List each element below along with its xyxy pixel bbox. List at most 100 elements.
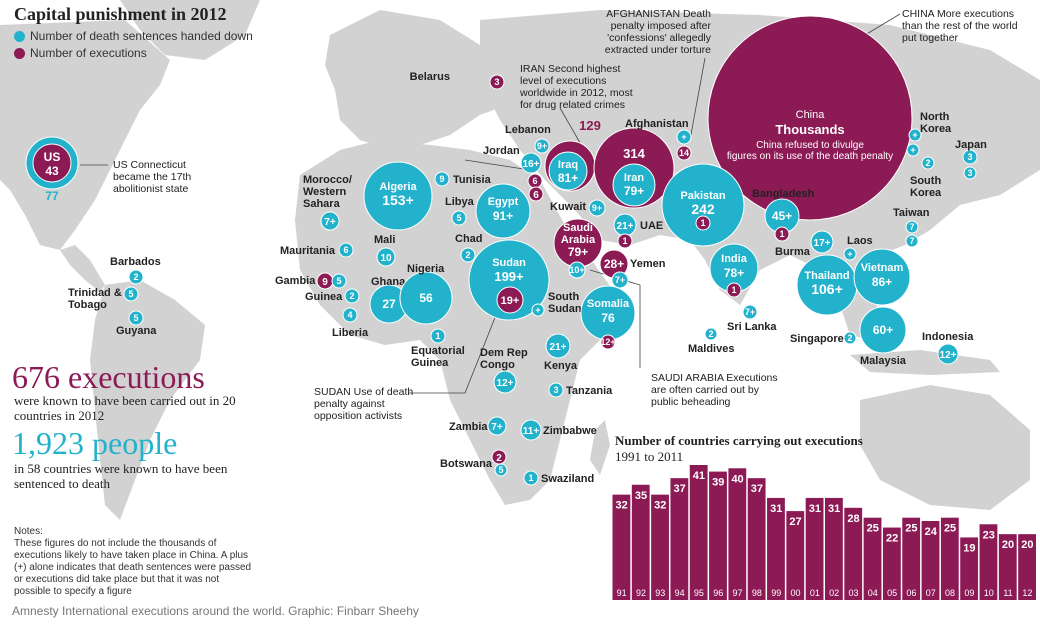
nigeria-label: Nigeria: [407, 263, 445, 275]
bar: [998, 534, 1017, 600]
sudan-sentences-value: 199+: [494, 269, 524, 284]
guinea-label: Guinea: [305, 291, 343, 303]
libya-sentences-value: 5: [456, 213, 461, 223]
zambia-sentences-marker: [487, 416, 507, 436]
belarus-executions-marker: [489, 74, 505, 90]
burma-label: Burma: [775, 246, 811, 258]
indonesia-label: Indonesia: [922, 331, 974, 343]
lebanon-label: Lebanon: [505, 124, 551, 136]
bar: [689, 465, 708, 600]
uae-label: UAE: [640, 220, 663, 232]
liberia-sentences-value: 4: [347, 310, 352, 320]
bar: [670, 478, 689, 600]
barbados-label: Barbados: [110, 256, 161, 268]
algeria-name: Algeria: [379, 181, 417, 193]
zimbabwe-sentences-value: 11+: [523, 426, 540, 437]
us-executions-marker: [32, 143, 72, 183]
bar-value-label: 25: [905, 523, 917, 535]
sentenced-description: in 58 countries were known to have been …: [14, 461, 228, 491]
bar-value-label: 22: [886, 533, 898, 545]
guinea-sentences-value: 2: [349, 291, 354, 301]
india-sentences-value: 78+: [724, 266, 744, 280]
somalia-executions-value: 12+: [600, 337, 615, 347]
bar-value-label: 32: [654, 500, 666, 512]
somalia-sentences-value: 76: [601, 311, 615, 325]
iran-name: Iran: [624, 172, 644, 184]
sudan-executions-value: 19+: [501, 295, 520, 307]
kuwait-sentences-value: 9+: [592, 203, 602, 213]
afghanistan-executions-marker: [676, 145, 692, 161]
ghana-sentences-value: 27: [382, 297, 396, 311]
guinea-sentences-marker: [344, 288, 360, 304]
botswana-sentences-value: 5: [498, 465, 503, 475]
guyana-sentences-value: 5: [133, 313, 138, 323]
japan-sentences-marker: [963, 166, 977, 180]
saudi-name-2: Arabia: [561, 234, 596, 246]
bar-category-label: 02: [829, 588, 839, 598]
bar: [786, 511, 805, 600]
botswana-executions-value: 2: [496, 453, 502, 464]
bar-value-label: 41: [693, 470, 705, 482]
yemen-sentences-value: 7+: [615, 275, 625, 285]
guyana-sentences-marker: [128, 310, 144, 326]
singapore-sentences-value: 2: [847, 333, 852, 343]
bar-value-label: 31: [828, 503, 840, 515]
bar-value-label: 25: [944, 523, 956, 535]
saudi-sentences-value: 10+: [569, 265, 584, 275]
saudi-sentences-marker: [568, 261, 586, 279]
botswana-sentences-marker: [494, 463, 508, 477]
burma-sentences-value: 17+: [814, 238, 831, 249]
swaziland-sentences-marker: [523, 470, 539, 486]
bar: [1018, 534, 1036, 600]
uae-sentences-value: 21+: [617, 221, 634, 232]
dem-rep-congo-sentences-value: 12+: [497, 378, 514, 389]
north-korea-sentences-marker: [906, 143, 920, 157]
bar: [805, 497, 824, 600]
bar-category-label: 08: [945, 588, 955, 598]
belarus-label: Belarus: [410, 71, 450, 83]
vietnam-name: Vietnam: [861, 262, 904, 274]
us-marker-code: US: [44, 150, 61, 164]
executions-total: 676 executions: [12, 359, 205, 395]
zimbabwe-sentences-marker: [520, 419, 542, 441]
iraq-sentences-value: 81+: [558, 171, 578, 185]
maldives-sentences-value: 2: [708, 329, 713, 339]
china-name: China: [796, 109, 826, 121]
indonesia-sentences-marker: [937, 343, 959, 365]
iran-annotation: IRAN Second highest level of executions …: [520, 63, 633, 111]
somalia-executions-marker: [600, 334, 616, 350]
indonesia-sentences-value: 12+: [940, 350, 957, 361]
greenland-shape: [120, 0, 260, 60]
taiwan-sentences-value: 7: [909, 236, 914, 246]
afghanistan-label: Afghanistan: [625, 118, 689, 130]
legend-label: Number of executions: [30, 46, 147, 60]
tunisia-sentences-marker: [434, 171, 450, 187]
bar-value-label: 31: [770, 503, 782, 515]
india-executions-value: 1: [731, 285, 736, 295]
page-title: Capital punishment in 2012: [14, 4, 227, 24]
bar: [863, 517, 882, 600]
zimbabwe-label: Zimbabwe: [543, 425, 597, 437]
afghanistan-sentences-marker: [676, 129, 692, 145]
mauritania-label: Mauritania: [280, 245, 336, 257]
nigeria-sentences-marker: [399, 271, 453, 325]
libya-sentences-marker: [451, 210, 467, 226]
source-credit: Amnesty International executions around …: [12, 604, 419, 618]
us-sentences-value: 77: [45, 189, 59, 203]
marker-layer: US43773Belarus+MongoliaChinaThousandsChi…: [25, 15, 987, 486]
laos-label: Laos: [847, 235, 873, 247]
algeria-sentences-value: 153+: [382, 192, 414, 208]
libya-label: Libya: [445, 196, 475, 208]
north-korea-label: North Korea: [920, 111, 952, 135]
madagascar-shape: [590, 420, 610, 475]
bar-category-label: 05: [887, 588, 897, 598]
equatorial-guinea-sentences-marker: [430, 328, 446, 344]
pakistan-executions-marker: [695, 215, 711, 231]
japan-sentences-marker: [962, 149, 978, 165]
zambia-label: Zambia: [449, 421, 488, 433]
china-annotation: CHINA More executions than the rest of t…: [902, 8, 1018, 44]
lebanon-sentences-value: 9+: [537, 141, 547, 151]
pakistan-sentences-value: 242: [691, 201, 715, 217]
